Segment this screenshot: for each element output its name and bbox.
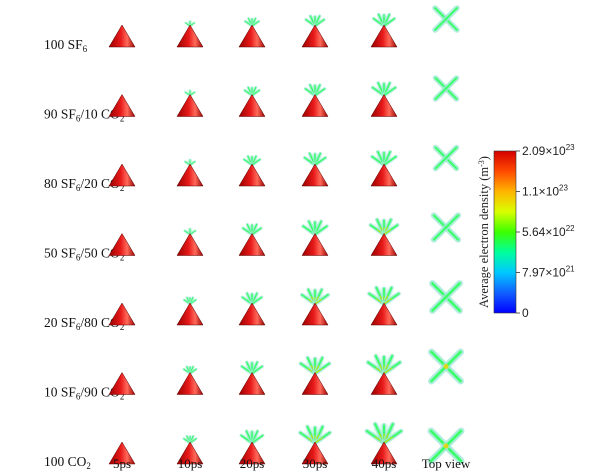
streamer-r5-c4 (300, 287, 330, 306)
electrode-cone-r1-c3 (238, 24, 266, 48)
electrode-cone-r6-c5 (370, 372, 398, 395)
electrode-cone-r5-c5 (370, 302, 398, 326)
electrode-cone-r4-c2 (176, 233, 204, 256)
colorbar-title: Average electron density (m-3) (477, 156, 491, 308)
electrode-cone-r7-c3 (238, 441, 266, 465)
row-label-3: 80 SF6/20 CO2 (44, 176, 124, 193)
colorbar-tick-label: 2.09×1023 (522, 143, 575, 158)
streamer-r3-c2 (183, 157, 197, 167)
time-label-30ps: 30ps (303, 456, 328, 471)
electrode-cone-r5-c4 (301, 302, 329, 326)
streamer-r6-c3 (240, 360, 264, 376)
electrode-cone-r7-c1 (108, 441, 136, 465)
time-axis: 5ps 10ps 20ps 30ps 40ps Top view (113, 456, 471, 471)
electrode-cone-r6-c2 (176, 372, 204, 395)
time-label-20ps: 20ps (240, 456, 265, 471)
electrode-cone-r2-c4 (301, 94, 329, 117)
streamer-r4-c5 (368, 217, 400, 237)
streamer-r6-c4 (298, 355, 332, 376)
electrode-cone-r5-c1 (108, 302, 136, 326)
top-view-column (427, 5, 465, 465)
electrode-cone-r2-c2 (176, 94, 204, 117)
top-view-r7 (427, 427, 465, 465)
electrode-cone-r3-c2 (176, 163, 204, 187)
electrode-grid (108, 12, 404, 465)
electrode-cone-r6-c3 (238, 372, 266, 395)
electrode-cone-r1-c4 (301, 24, 329, 48)
streamer-r4-c4 (301, 219, 329, 237)
row-label-1: 100 SF6 (44, 37, 88, 54)
electrode-cone-r4-c4 (301, 233, 329, 256)
time-label-5ps: 5ps (113, 456, 131, 471)
colorbar-tick-label: 7.97×1021 (522, 265, 575, 280)
top-view-label: Top view (422, 456, 471, 471)
electrode-cone-r6-c1 (108, 372, 136, 395)
streamer-r2-c5 (370, 81, 398, 98)
row-label-7: 100 CO2 (44, 454, 91, 471)
colorbar-tick-label: 1.1×1023 (522, 184, 568, 199)
colorbar-tick-label: 5.64×1022 (522, 224, 575, 239)
colorbar-tick-label: 0 (522, 306, 529, 320)
streamer-r3-c3 (242, 154, 262, 167)
streamer-r6-c2 (182, 364, 198, 376)
electrode-cone-r6-c4 (301, 372, 329, 395)
electrode-cone-r3-c4 (301, 163, 329, 187)
top-view-r5 (429, 280, 463, 314)
electrode-cone-r4-c5 (370, 233, 398, 256)
electrode-cone-r3-c3 (238, 163, 266, 187)
electrode-cone-r4-c3 (238, 233, 266, 256)
time-label-40ps: 40ps (372, 456, 397, 471)
electrode-cone-r2-c3 (238, 94, 266, 117)
electrode-cone-r2-c5 (370, 94, 398, 117)
top-view-r6 (428, 348, 464, 385)
electrode-cone-r2-c1 (108, 94, 136, 117)
streamer-r4-c3 (241, 222, 263, 237)
streamer-r7-c3 (239, 429, 265, 446)
streamer-r5-c3 (240, 291, 264, 306)
electrode-cone-r7-c2 (176, 441, 204, 465)
electrode-cone-r7-c4 (301, 441, 329, 465)
streamer-r7-c4 (298, 424, 332, 446)
top-view-r2 (432, 75, 460, 102)
streamer-r2-c3 (243, 85, 261, 98)
colorbar-gradient (493, 150, 517, 314)
electrode-cone-r3-c5 (370, 163, 398, 187)
colorbar-ticks: 2.09×1023 1.1×1023 5.64×1022 7.97×1021 0 (516, 143, 575, 320)
electrode-cone-r4-c1 (108, 233, 136, 256)
streamer-r1-c4 (304, 14, 326, 28)
streamer-r3-c5 (370, 149, 398, 168)
streamer-r3-c4 (302, 151, 328, 168)
streamer-r6-c5 (365, 353, 403, 376)
electrode-cone-r5-c3 (238, 302, 266, 326)
streamer-r1-c5 (371, 12, 397, 28)
electrode-cone-r1-c5 (370, 24, 398, 48)
electrode-cone-r1-c1 (108, 24, 136, 48)
streamer-r2-c4 (303, 82, 327, 98)
electrode-cone-r3-c1 (108, 163, 136, 187)
top-view-r3 (432, 144, 460, 172)
streamer-r5-c5 (367, 285, 401, 307)
streamer-r7-c5 (364, 421, 404, 446)
electrode-cone-r1-c2 (176, 24, 204, 48)
electrode-cone-r5-c2 (176, 302, 204, 326)
top-view-r1 (432, 5, 460, 33)
colorbar: 2.09×1023 1.1×1023 5.64×1022 7.97×1021 0 Ave… (477, 143, 575, 320)
time-label-10ps: 10ps (178, 456, 203, 471)
top-view-r4 (430, 212, 462, 243)
electrode-cone-r7-c5 (370, 441, 398, 465)
